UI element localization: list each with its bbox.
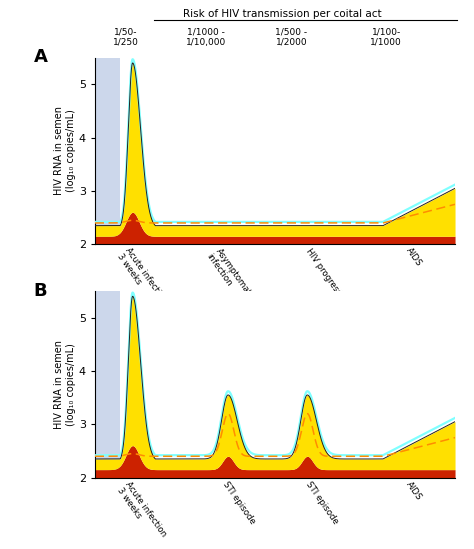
Text: 1/500 -
1/2000: 1/500 - 1/2000 [275,27,308,47]
Text: HIV progression: HIV progression [303,247,350,307]
Text: AIDS: AIDS [404,480,424,502]
Text: Asymptomatic
infection: Asymptomatic infection [205,247,256,309]
Y-axis label: HIV RNA in semen
(log₁₀ copies/mL): HIV RNA in semen (log₁₀ copies/mL) [54,340,76,429]
Text: B: B [34,282,47,300]
Bar [95,291,120,478]
Text: Acute infection
3 weeks: Acute infection 3 weeks [115,480,168,544]
Text: A: A [34,48,47,66]
Text: 1/50-
1/250: 1/50- 1/250 [113,27,138,47]
Text: Risk of HIV transmission per coital act: Risk of HIV transmission per coital act [182,9,382,19]
Text: STI episode: STI episode [221,480,257,526]
Text: STI episode: STI episode [303,480,339,526]
Y-axis label: HIV RNA in semen
(log₁₀ copies/mL): HIV RNA in semen (log₁₀ copies/mL) [54,107,76,195]
Text: Acute infection
3 weeks: Acute infection 3 weeks [115,247,168,311]
Text: 1/100-
1/1000: 1/100- 1/1000 [371,27,402,47]
Text: 1/1000 -
1/10,000: 1/1000 - 1/10,000 [186,27,226,47]
Text: AIDS: AIDS [404,247,424,268]
Bar [95,58,120,244]
